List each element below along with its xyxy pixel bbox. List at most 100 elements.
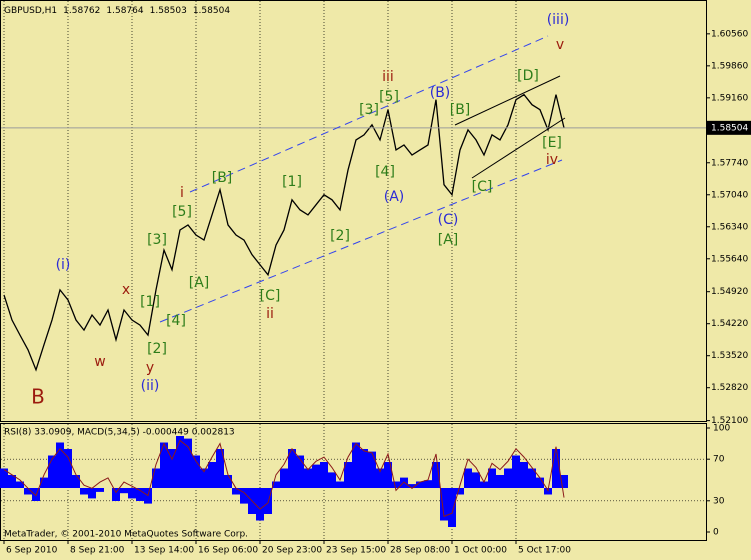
macd-bar — [352, 442, 360, 488]
x-tick-label: 20 Sep 23:00 — [262, 546, 322, 556]
price-panel — [0, 0, 707, 422]
macd-bar — [96, 488, 104, 492]
macd-bar — [528, 468, 536, 488]
macd-bar — [24, 488, 32, 495]
price-line — [3, 93, 565, 372]
macd-bar — [440, 488, 448, 521]
macd-bar — [384, 462, 392, 488]
x-tick-label: 6 Sep 2010 — [6, 546, 58, 556]
y-tick-label: 1.52820 — [711, 383, 748, 393]
macd-bar — [208, 462, 216, 488]
macd-bar — [192, 455, 200, 488]
channel-lower — [159, 159, 563, 323]
macd-bar — [8, 475, 16, 488]
header-value: 1.58762 — [63, 6, 100, 16]
wave-label: [1] — [140, 294, 160, 310]
wave-label: i — [180, 185, 184, 201]
wave-label: [2] — [330, 228, 350, 244]
macd-bar — [120, 488, 128, 494]
macd-bar — [72, 475, 80, 488]
wave-label: iv — [546, 152, 558, 168]
wave-label: y — [146, 360, 154, 376]
macd-bar — [288, 449, 296, 488]
wave-label: x — [122, 282, 130, 298]
wave-label: [1] — [282, 174, 302, 190]
header-value: GBPUSD,H1 — [4, 6, 57, 16]
macd-bar — [392, 481, 400, 488]
macd-bar — [264, 488, 272, 514]
wave-label: [4] — [375, 164, 395, 180]
macd-bar — [424, 480, 432, 488]
wave-label: [C] — [260, 288, 281, 304]
x-tick-label: 23 Sep 15:00 — [326, 546, 386, 556]
x-tick-label: 28 Sep 08:00 — [390, 546, 450, 556]
macd-bar — [376, 468, 384, 488]
macd-bar — [184, 438, 192, 488]
y-tick-label: 1.60560 — [711, 29, 748, 39]
y-tick-label: 1.59160 — [711, 93, 748, 103]
macd-bar — [256, 488, 264, 521]
wave-label: [5] — [379, 89, 399, 105]
macd-bar — [488, 468, 496, 488]
channel-upper — [189, 35, 549, 193]
macd-bar — [200, 468, 208, 488]
macd-bar — [416, 481, 424, 488]
y-tick-label: 1.59860 — [711, 61, 748, 71]
wave-label: [3] — [359, 102, 379, 118]
macd-bar — [272, 481, 280, 488]
copyright: MetaTrader, © 2001-2010 MetaQuotes Softw… — [4, 530, 248, 540]
x-tick-label: 16 Sep 06:00 — [198, 546, 258, 556]
wave-label: (i) — [56, 257, 71, 273]
wave-label: [D] — [517, 68, 539, 84]
wave-label: (ii) — [141, 378, 160, 394]
wave-label: [A] — [189, 275, 210, 291]
macd-bar — [16, 481, 24, 488]
macd-bar — [128, 488, 136, 499]
y-tick-label: 0 — [713, 527, 719, 537]
wave-label: ii — [266, 306, 274, 322]
macd-bar — [552, 449, 560, 488]
header-value: 1.58504 — [193, 6, 230, 16]
header-value: 1.58503 — [150, 6, 187, 16]
macd-bar — [368, 451, 376, 488]
header-value: 1.58764 — [106, 6, 143, 16]
y-tick-label: 1.55640 — [711, 254, 748, 264]
trend-line — [454, 75, 561, 126]
wave-label: B — [31, 385, 45, 409]
wave-label: [C] — [472, 179, 493, 195]
wave-label: (C) — [438, 212, 459, 228]
rsi-line — [3, 439, 565, 518]
macd-bar — [0, 468, 8, 488]
y-tick-label: 1.53520 — [711, 351, 748, 361]
macd-bar — [328, 472, 336, 488]
macd-bar — [480, 481, 488, 488]
wave-label: v — [556, 37, 564, 53]
macd-bar — [80, 488, 88, 495]
macd-bar — [496, 475, 504, 488]
macd-bar — [88, 488, 96, 499]
macd-bar — [504, 468, 512, 488]
macd-bar — [512, 455, 520, 488]
macd-bar — [112, 488, 120, 501]
wave-label: (A) — [384, 189, 405, 205]
y-tick-label: 1.52100 — [711, 416, 748, 426]
macd-bar — [232, 488, 240, 495]
macd-bar — [240, 488, 248, 504]
macd-bar — [168, 449, 176, 488]
wave-label: [B] — [212, 170, 233, 186]
macd-bar — [560, 475, 568, 488]
y-tick-label: 1.57040 — [711, 190, 748, 200]
macd-bar — [280, 468, 288, 488]
macd-bar — [152, 468, 160, 488]
macd-bar — [176, 436, 184, 488]
y-tick-label: 1.57740 — [711, 158, 748, 168]
macd-bar — [56, 442, 64, 488]
y-tick-label: 1.54220 — [711, 319, 748, 329]
macd-bar — [400, 477, 408, 488]
macd-bar — [360, 449, 368, 488]
macd-bar — [432, 462, 440, 488]
macd-bar — [536, 477, 544, 488]
y-tick-label: 70 — [713, 455, 725, 465]
